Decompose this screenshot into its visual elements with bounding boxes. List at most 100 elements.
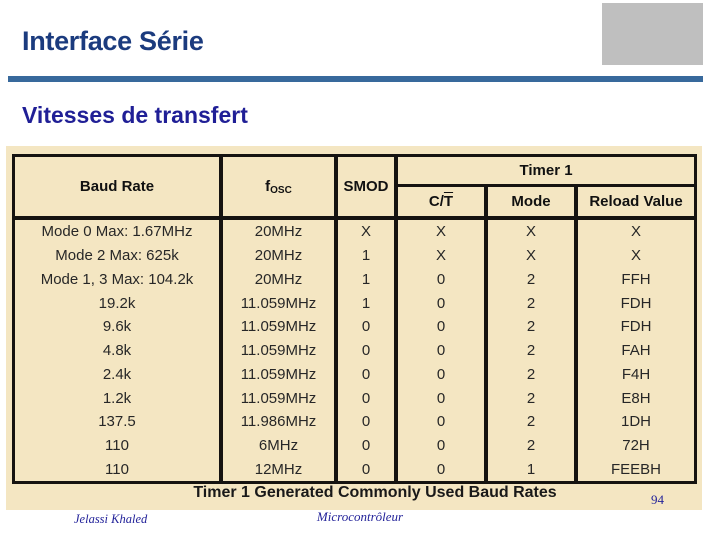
table-cell: FEEBH bbox=[610, 460, 661, 478]
table-cell: 2 bbox=[488, 338, 578, 363]
ct-overline-t: T bbox=[443, 193, 454, 210]
table-row: 1.2k 11.059MHz 0 0 2 E8H bbox=[15, 386, 694, 410]
table-row: 2.4k 11.059MHz 0 0 2 F4H bbox=[15, 362, 694, 387]
table-cell: 0 bbox=[398, 291, 488, 315]
corner-decoration-box bbox=[602, 3, 703, 65]
col-header-timer1: Timer 1 bbox=[398, 157, 694, 187]
table-header-row: Baud Rate f OSC SMOD Timer 1 C/T Mode Rel… bbox=[15, 157, 694, 220]
table-cell: 11.059MHz bbox=[223, 291, 338, 315]
table-cell: 11.059MHz bbox=[223, 362, 338, 387]
baud-rate-table: Baud Rate f OSC SMOD Timer 1 C/T Mode Rel… bbox=[12, 154, 697, 484]
table-cell: 20MHz bbox=[223, 267, 338, 292]
table-cell: 0 bbox=[398, 267, 488, 292]
table-cell: 2 bbox=[488, 267, 578, 292]
table-cell: 110 bbox=[15, 457, 223, 482]
table-caption: Timer 1 Generated Commonly Used Baud Rat… bbox=[193, 484, 557, 501]
table-cell: 110 bbox=[15, 433, 223, 458]
table-cell: 0 bbox=[338, 362, 398, 387]
table-cell: 1DH bbox=[620, 413, 651, 431]
col-header-reload-value: Reload Value bbox=[589, 193, 683, 210]
table-row: 110 6MHz 0 0 2 72H bbox=[15, 433, 694, 458]
table-cell: X bbox=[398, 220, 488, 244]
table-cell: 0 bbox=[338, 409, 398, 434]
table-cell: 2 bbox=[488, 433, 578, 458]
table-row: 19.2k 11.059MHz 1 0 2 FDH bbox=[15, 291, 694, 315]
table-row: Mode 1, 3 Max: 104.2k 20MHz 1 0 2 FFH bbox=[15, 267, 694, 292]
page-number: 94 bbox=[651, 492, 664, 507]
table-cell: 19.2k bbox=[15, 291, 223, 315]
table-cell: 11.986MHz bbox=[223, 409, 338, 434]
timer1-subheader-row: C/T Mode Reload Value bbox=[398, 187, 694, 216]
table-cell: 2 bbox=[488, 386, 578, 410]
table-cell: 1.2k bbox=[15, 386, 223, 410]
table-cell: 0 bbox=[398, 409, 488, 434]
table-cell: 0 bbox=[398, 433, 488, 458]
table-cell: 2 bbox=[488, 291, 578, 315]
table-cell: 137.5 bbox=[15, 409, 223, 434]
col-header-mode: Mode bbox=[488, 187, 578, 216]
table-cell: 72H bbox=[622, 436, 650, 454]
table-row: 110 12MHz 0 0 1 FEEBH bbox=[15, 457, 694, 482]
header-divider-rule bbox=[8, 76, 703, 82]
table-cell: 1 bbox=[488, 457, 578, 482]
table-cell: 9.6k bbox=[15, 314, 223, 339]
table-cell: 0 bbox=[338, 433, 398, 458]
table-cell: FFH bbox=[621, 270, 651, 288]
table-cell: 11.059MHz bbox=[223, 314, 338, 339]
table-cell: FDH bbox=[620, 294, 652, 312]
table-row: Mode 2 Max: 625k 20MHz 1 X X X bbox=[15, 243, 694, 268]
table-cell: 11.059MHz bbox=[223, 338, 338, 363]
footer-course-name: Microcontrôleur bbox=[316, 509, 404, 524]
table-row: 9.6k 11.059MHz 0 0 2 FDH bbox=[15, 314, 694, 339]
table-cell: 1 bbox=[338, 267, 398, 292]
table-cell: 20MHz bbox=[223, 220, 338, 244]
table-cell: 20MHz bbox=[223, 243, 338, 268]
baud-rate-table-image: Baud Rate f OSC SMOD Timer 1 C/T Mode Rel… bbox=[6, 146, 702, 510]
table-cell: 12MHz bbox=[223, 457, 338, 482]
timer1-header-group: Timer 1 C/T Mode Reload Value bbox=[398, 157, 694, 216]
table-cell: F4H bbox=[621, 365, 651, 383]
table-cell: 6MHz bbox=[223, 433, 338, 458]
table-cell: 0 bbox=[338, 338, 398, 363]
table-cell: 2 bbox=[488, 314, 578, 339]
table-cell: 2.4k bbox=[15, 362, 223, 387]
table-cell: 0 bbox=[398, 362, 488, 387]
col-header-smod: SMOD bbox=[338, 157, 398, 216]
table-cell: 0 bbox=[338, 386, 398, 410]
table-cell: X bbox=[398, 243, 488, 268]
table-cell: E8H bbox=[621, 389, 651, 407]
table-cell: 11.059MHz bbox=[223, 386, 338, 410]
table-cell: 1 bbox=[338, 291, 398, 315]
col-header-fosc: f OSC bbox=[223, 157, 338, 216]
fosc-symbol: f bbox=[265, 178, 271, 195]
col-header-ct: C/T bbox=[398, 187, 488, 216]
table-cell: 0 bbox=[398, 338, 488, 363]
table-cell: 0 bbox=[338, 457, 398, 482]
table-cell: X bbox=[488, 243, 578, 268]
table-cell: X bbox=[630, 223, 641, 241]
table-cell: 2 bbox=[488, 409, 578, 434]
table-cell: Mode 1, 3 Max: 104.2k bbox=[15, 267, 223, 292]
table-cell: 0 bbox=[338, 314, 398, 339]
table-row: 137.5 11.986MHz 0 0 2 1DH bbox=[15, 409, 694, 434]
table-cell: X bbox=[488, 220, 578, 244]
table-cell: 2 bbox=[488, 362, 578, 387]
footer-author: Jelassi Khaled bbox=[74, 512, 148, 526]
table-cell: Mode 0 Max: 1.67MHz bbox=[15, 220, 223, 244]
page-title: Interface Série bbox=[22, 26, 204, 56]
table-cell: 1 bbox=[338, 243, 398, 268]
table-row: 4.8k 11.059MHz 0 0 2 FAH bbox=[15, 338, 694, 363]
col-header-baud-rate: Baud Rate bbox=[15, 157, 223, 216]
table-cell: FAH bbox=[621, 342, 651, 360]
table-cell: 0 bbox=[398, 457, 488, 482]
table-cell: 0 bbox=[398, 386, 488, 410]
fosc-subscript: OSC bbox=[270, 185, 292, 196]
slide-subtitle: Vitesses de transfert bbox=[22, 102, 248, 128]
table-row: Mode 0 Max: 1.67MHz 20MHz X X X X bbox=[15, 220, 694, 244]
table-cell: X bbox=[338, 220, 398, 244]
table-cell: 4.8k bbox=[15, 338, 223, 363]
table-cell: FDH bbox=[620, 318, 652, 336]
table-cell: X bbox=[630, 247, 641, 265]
table-cell: 0 bbox=[398, 314, 488, 339]
